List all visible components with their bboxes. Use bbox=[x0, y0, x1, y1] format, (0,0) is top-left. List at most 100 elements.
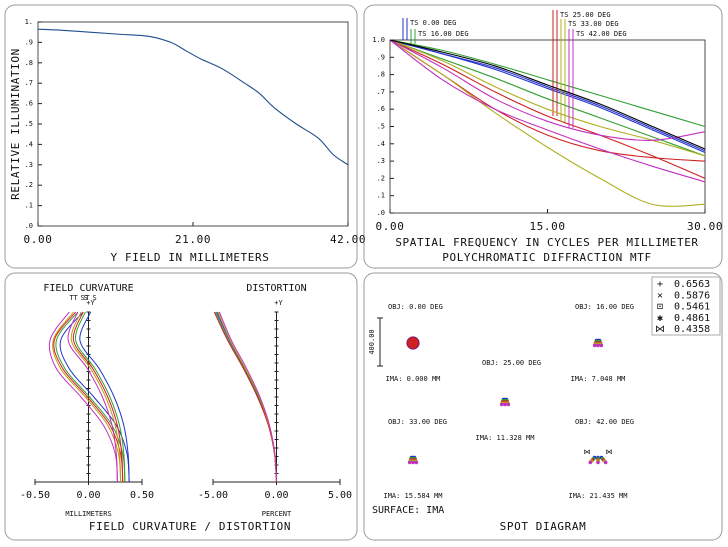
field-object-label: OBJ: 42.00 DEG bbox=[575, 418, 634, 426]
legend-label: TS 42.00 DEG bbox=[576, 30, 627, 38]
x-axis-label: MILLIMETERS bbox=[65, 510, 111, 518]
panel bbox=[4, 4, 358, 269]
spot bbox=[603, 460, 608, 465]
values-curve bbox=[213, 311, 277, 483]
x-tick-label: 0.00 bbox=[24, 233, 53, 246]
tangential-curve bbox=[55, 311, 126, 483]
sagittal-curve bbox=[67, 311, 118, 483]
x-tick-label: 15.00 bbox=[529, 220, 565, 233]
sagittal-curve bbox=[75, 311, 126, 483]
spot bbox=[588, 460, 593, 465]
scale-label: 400.00 bbox=[368, 329, 376, 354]
plot-frame bbox=[389, 39, 706, 214]
chart-title: POLYCHROMATIC DIFFRACTION MTF bbox=[442, 251, 651, 264]
panel bbox=[363, 4, 723, 269]
legend-symbol: + bbox=[657, 279, 663, 290]
sagittal-label: S bbox=[84, 294, 88, 302]
legend-label: TS 33.00 DEG bbox=[568, 20, 619, 28]
tangential-curve bbox=[59, 311, 130, 483]
spot bbox=[414, 460, 419, 465]
field-object-label: OBJ: 33.00 DEG bbox=[388, 418, 447, 426]
sagittal-label: S bbox=[93, 294, 97, 302]
spot bbox=[592, 343, 597, 348]
sagittal-line bbox=[389, 39, 706, 157]
illumination-line bbox=[37, 28, 349, 166]
x-tick-label: -5.00 bbox=[198, 490, 228, 501]
field-image-label: IMA: 11.328 MM bbox=[475, 434, 534, 442]
field-image-label: IMA: 21.435 MM bbox=[568, 492, 627, 500]
field-image-label: IMA: 0.000 MM bbox=[386, 375, 441, 383]
tangential-line bbox=[389, 39, 706, 141]
y-tick-label: .5 bbox=[377, 123, 385, 131]
wavelength-legend bbox=[651, 276, 721, 336]
tangential-line bbox=[389, 39, 706, 207]
x-axis-label: Y FIELD IN MILLIMETERS bbox=[111, 251, 270, 264]
y-tick-label: .6 bbox=[25, 100, 33, 108]
x-tick-label: 0.00 bbox=[264, 490, 288, 501]
field-object-label: OBJ: 25.00 DEG bbox=[482, 359, 541, 367]
spot-marker: ⋈ bbox=[584, 448, 591, 456]
x-tick-label: 5.00 bbox=[328, 490, 352, 501]
legend-label: 0.6563 bbox=[674, 279, 710, 290]
panel-title: SPOT DIAGRAM bbox=[500, 520, 587, 533]
spot bbox=[599, 343, 604, 348]
x-tick-label: 21.00 bbox=[175, 233, 211, 246]
plot-frame bbox=[37, 21, 349, 227]
diffraction-limit-line bbox=[389, 39, 706, 150]
x-tick-label: -0.50 bbox=[20, 490, 50, 501]
spot bbox=[596, 460, 600, 465]
y-tick-label: .2 bbox=[377, 174, 385, 182]
panel-title: FIELD CURVATURE / DISTORTION bbox=[89, 520, 291, 533]
spot bbox=[503, 402, 507, 407]
y-tick-label: .3 bbox=[25, 161, 33, 169]
tangential-curve bbox=[53, 311, 124, 483]
x-tick-label: 0.00 bbox=[76, 490, 100, 501]
legend-symbol: × bbox=[657, 290, 663, 301]
sagittal-curve bbox=[70, 311, 122, 483]
y-tick-label: .8 bbox=[377, 71, 385, 79]
x-axis-label: PERCENT bbox=[262, 510, 292, 518]
y-tick-label: .1 bbox=[25, 202, 33, 210]
x-tick-label: 0.50 bbox=[130, 490, 154, 501]
legend-symbol: ⋈ bbox=[655, 324, 665, 335]
field-object-label: OBJ: 0.00 DEG bbox=[388, 303, 443, 311]
legend-label: 0.5876 bbox=[674, 290, 710, 301]
y-tick-label: .8 bbox=[25, 59, 33, 67]
sagittal-label: S bbox=[81, 294, 85, 302]
values-curve bbox=[218, 311, 277, 483]
chart-title: FIELD CURVATURE bbox=[43, 283, 133, 294]
spot-marker: ⋈ bbox=[606, 448, 613, 456]
axis-label: +Y bbox=[86, 299, 95, 307]
panel bbox=[363, 272, 723, 541]
y-tick-label: .2 bbox=[25, 181, 33, 189]
y-tick-label: .4 bbox=[25, 140, 33, 148]
sagittal-line bbox=[389, 39, 706, 152]
y-tick-label: 1. bbox=[25, 18, 33, 26]
axis-label: +Y bbox=[274, 299, 283, 307]
y-tick-label: .7 bbox=[25, 79, 33, 87]
tangential-label: T bbox=[74, 294, 79, 302]
legend-label: TS 25.00 DEG bbox=[560, 11, 611, 19]
y-tick-label: .4 bbox=[377, 140, 385, 148]
y-tick-label: .9 bbox=[377, 53, 385, 61]
y-axis-label: RELATIVE ILLUMINATION bbox=[9, 48, 22, 200]
tangential-curve bbox=[52, 311, 122, 483]
y-tick-label: .7 bbox=[377, 88, 385, 96]
legend-symbol: ✱ bbox=[657, 313, 663, 324]
legend-label: 0.4358 bbox=[674, 324, 710, 335]
chart-title: DISTORTION bbox=[246, 283, 306, 294]
tangential-line bbox=[389, 39, 706, 179]
field-image-label: IMA: 7.048 MM bbox=[571, 375, 626, 383]
y-tick-label: .0 bbox=[377, 209, 385, 217]
legend-label: 0.4861 bbox=[674, 313, 710, 324]
y-tick-label: .9 bbox=[25, 38, 33, 46]
legend-label: TS 0.00 DEG bbox=[410, 19, 456, 27]
tangential-label: T bbox=[86, 294, 91, 302]
sagittal-curve bbox=[72, 311, 124, 483]
x-tick-label: 42.00 bbox=[330, 233, 366, 246]
y-tick-label: .1 bbox=[377, 192, 385, 200]
y-tick-label: .5 bbox=[25, 120, 33, 128]
sagittal-line bbox=[389, 39, 706, 183]
